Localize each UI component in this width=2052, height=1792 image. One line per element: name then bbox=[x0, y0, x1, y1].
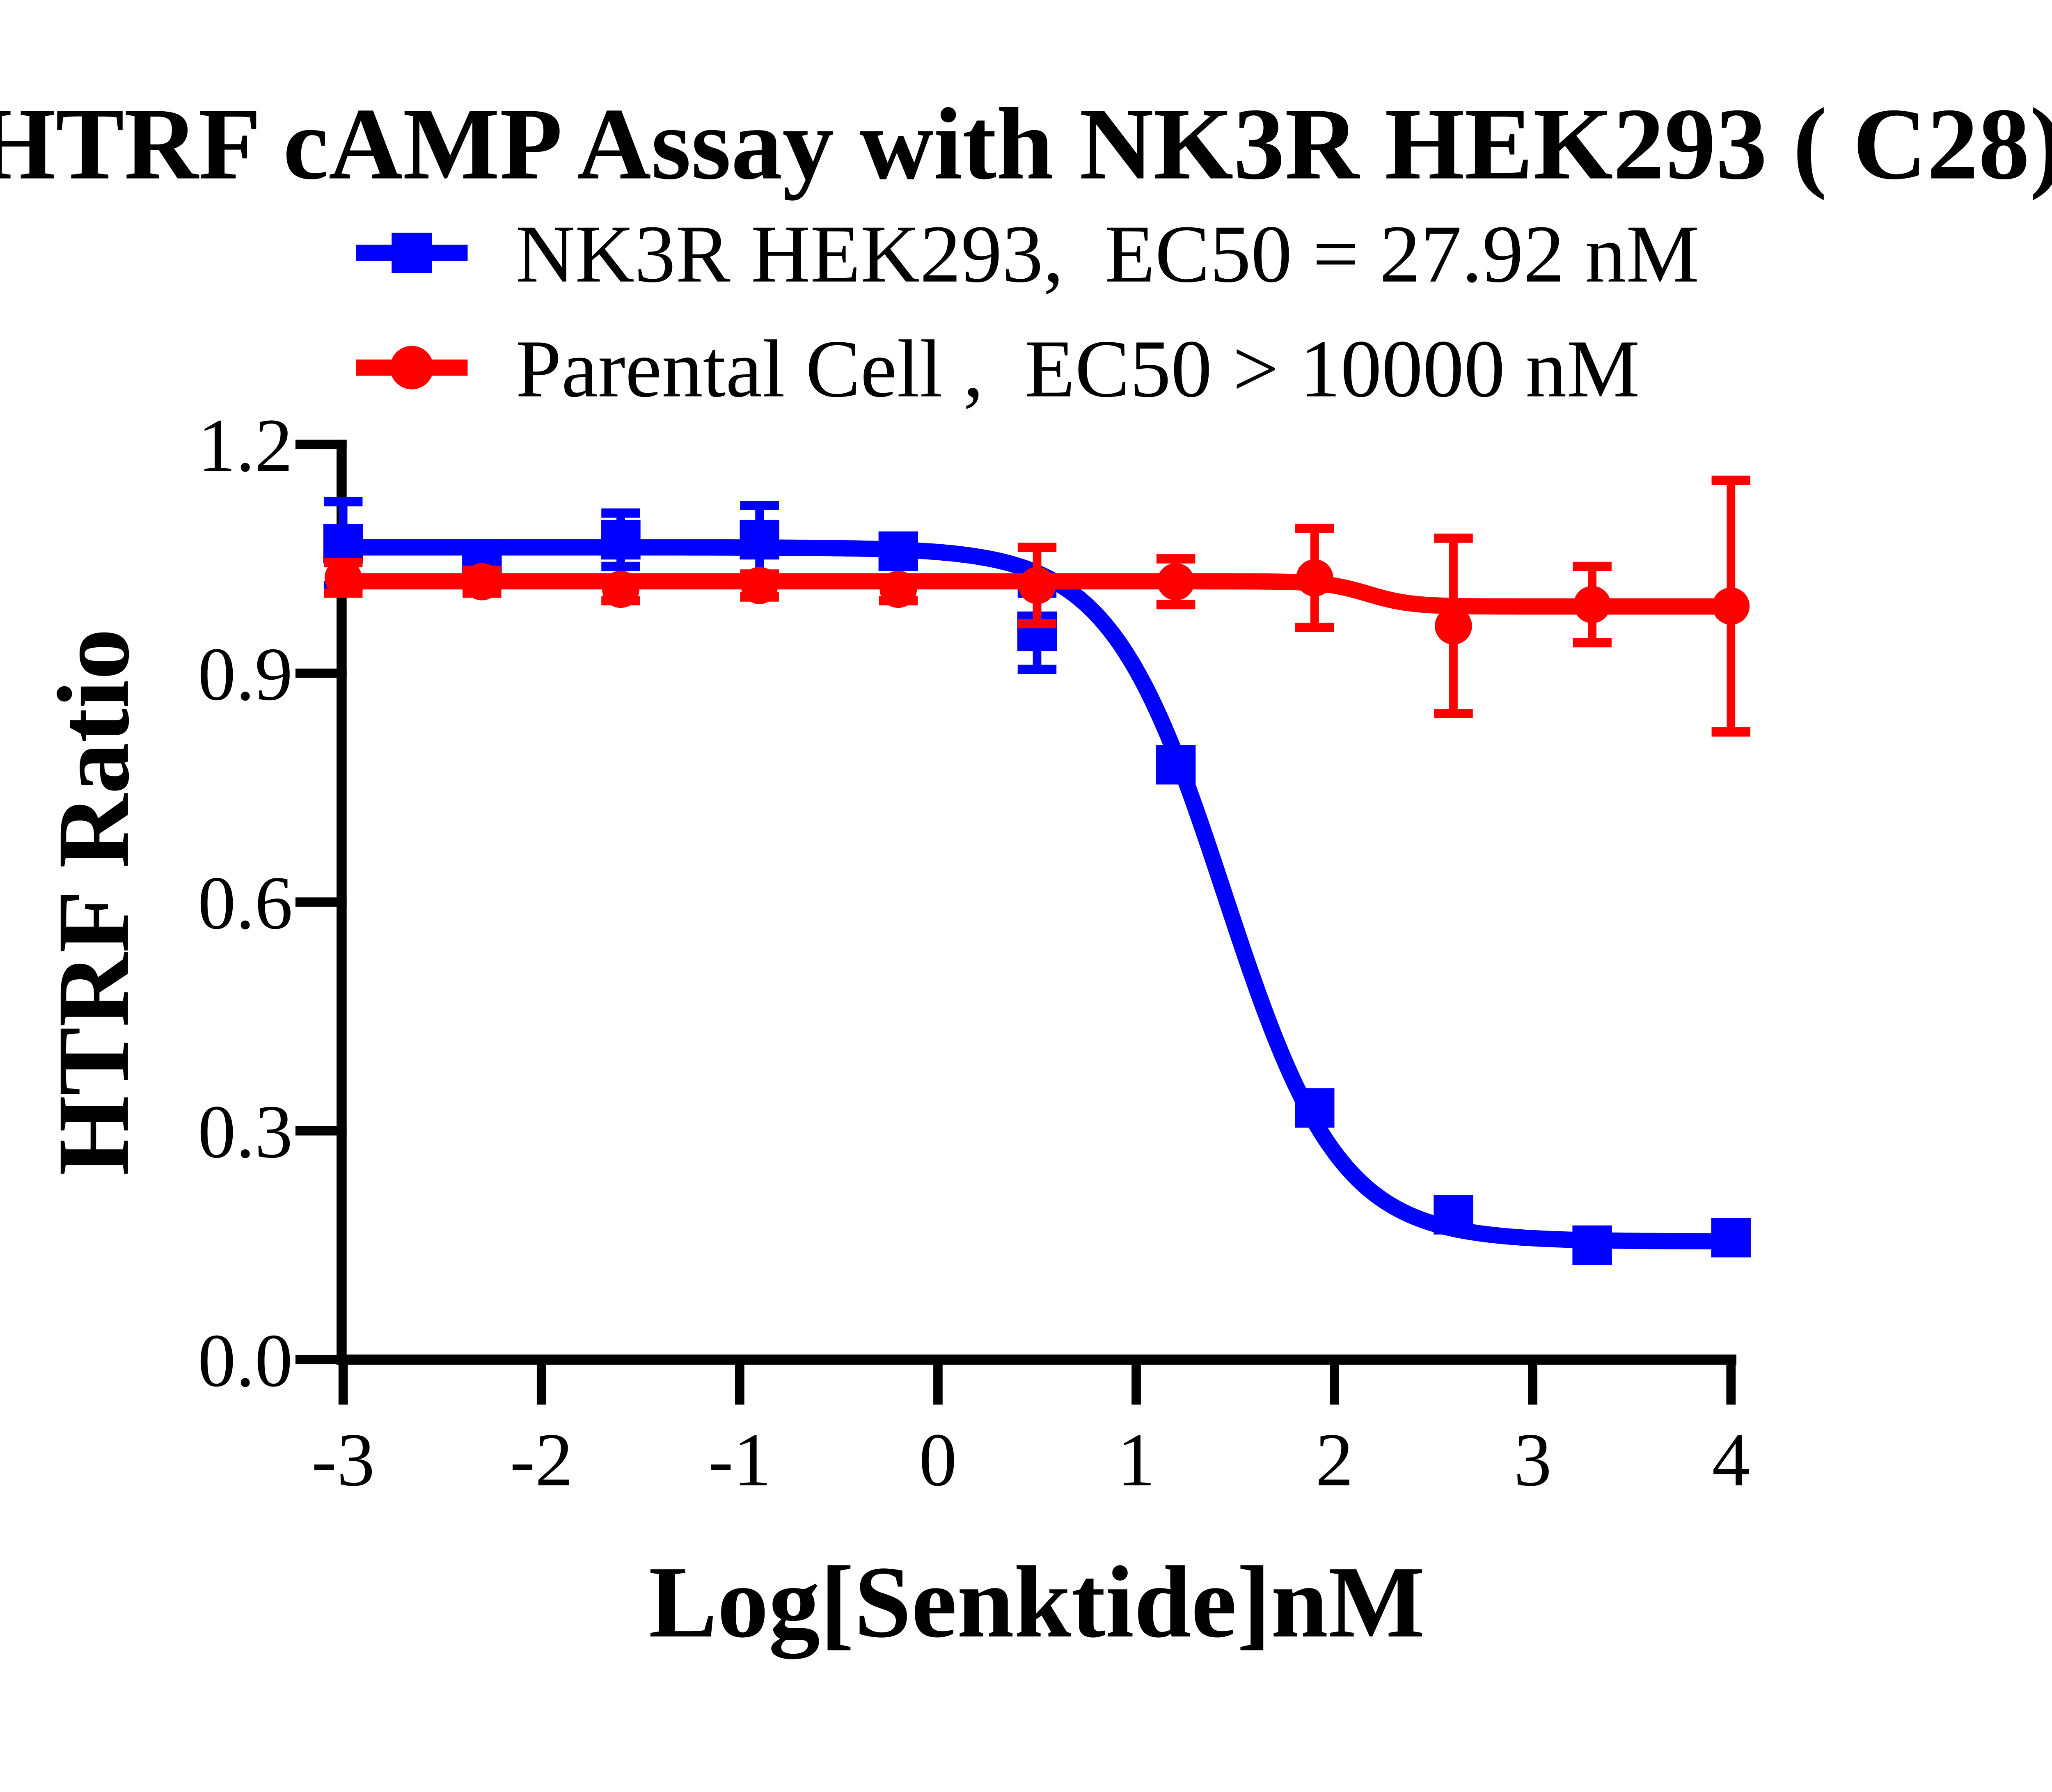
y-axis-title: HTRF Ratio bbox=[37, 628, 151, 1176]
x-tick-label: -2 bbox=[510, 1418, 573, 1502]
legend-item-nk3r: NK3R HEK293, EC50 = 27.92 nM bbox=[356, 209, 1699, 300]
x-tick-label: 4 bbox=[1712, 1418, 1750, 1502]
data-point-circle bbox=[1296, 559, 1333, 597]
data-point-circle bbox=[1157, 563, 1195, 600]
legend-square-marker-icon bbox=[392, 232, 432, 273]
x-tick-label: -3 bbox=[311, 1418, 375, 1502]
data-point-circle bbox=[1712, 587, 1750, 625]
data-point-circle bbox=[1018, 567, 1056, 604]
data-point-circle bbox=[879, 571, 917, 608]
y-tick-label: 1.2 bbox=[198, 403, 293, 488]
x-tick-label: 2 bbox=[1315, 1418, 1353, 1502]
chart-title: HTRF cAMP Assay with NK3R HEK293 ( C28) bbox=[0, 87, 2052, 201]
data-point-circle bbox=[602, 571, 639, 608]
y-tick-label: 0.6 bbox=[198, 861, 293, 945]
x-tick-label: -1 bbox=[708, 1418, 771, 1502]
data-point-circle bbox=[463, 563, 501, 600]
data-point-square bbox=[1711, 1218, 1751, 1258]
x-tick-label: 1 bbox=[1117, 1418, 1155, 1502]
data-point-square bbox=[740, 520, 779, 560]
data-point-square bbox=[1434, 1195, 1473, 1235]
dose-response-chart: HTRF cAMP Assay with NK3R HEK293 ( C28) … bbox=[0, 87, 2052, 1659]
data-point-circle bbox=[324, 559, 362, 597]
x-axis-title: Log[Senktide]nM bbox=[649, 1545, 1425, 1659]
legend-label-nk3r: NK3R HEK293, EC50 = 27.92 nM bbox=[516, 209, 1699, 300]
data-point-square bbox=[1572, 1225, 1612, 1265]
legend-circle-marker-icon bbox=[390, 346, 434, 390]
x-tick-label: 3 bbox=[1514, 1418, 1552, 1502]
data-point-square bbox=[878, 531, 918, 571]
data-point-square bbox=[1295, 1088, 1335, 1128]
y-tick-label: 0.3 bbox=[198, 1090, 293, 1174]
legend-label-parental: Parental Cell , EC50 > 10000 nM bbox=[516, 324, 1640, 415]
y-tick-label: 0.0 bbox=[198, 1319, 293, 1403]
data-point-square bbox=[323, 524, 363, 564]
data-point-square bbox=[601, 520, 641, 560]
y-tick-label: 0.9 bbox=[198, 632, 293, 716]
x-tick-label: 0 bbox=[919, 1418, 957, 1502]
data-point-circle bbox=[1573, 586, 1611, 623]
data-point-square bbox=[1156, 745, 1196, 785]
plot-area: 0.0 0.3 0.6 0.9 1.2 -3 -2 -1 0 1 2 3 4 bbox=[198, 403, 1751, 1502]
legend-item-parental: Parental Cell , EC50 > 10000 nM bbox=[356, 324, 1640, 415]
legend: NK3R HEK293, EC50 = 27.92 nM Parental Ce… bbox=[356, 209, 1699, 415]
data-point-circle bbox=[1435, 607, 1472, 645]
data-point-circle bbox=[741, 567, 779, 604]
